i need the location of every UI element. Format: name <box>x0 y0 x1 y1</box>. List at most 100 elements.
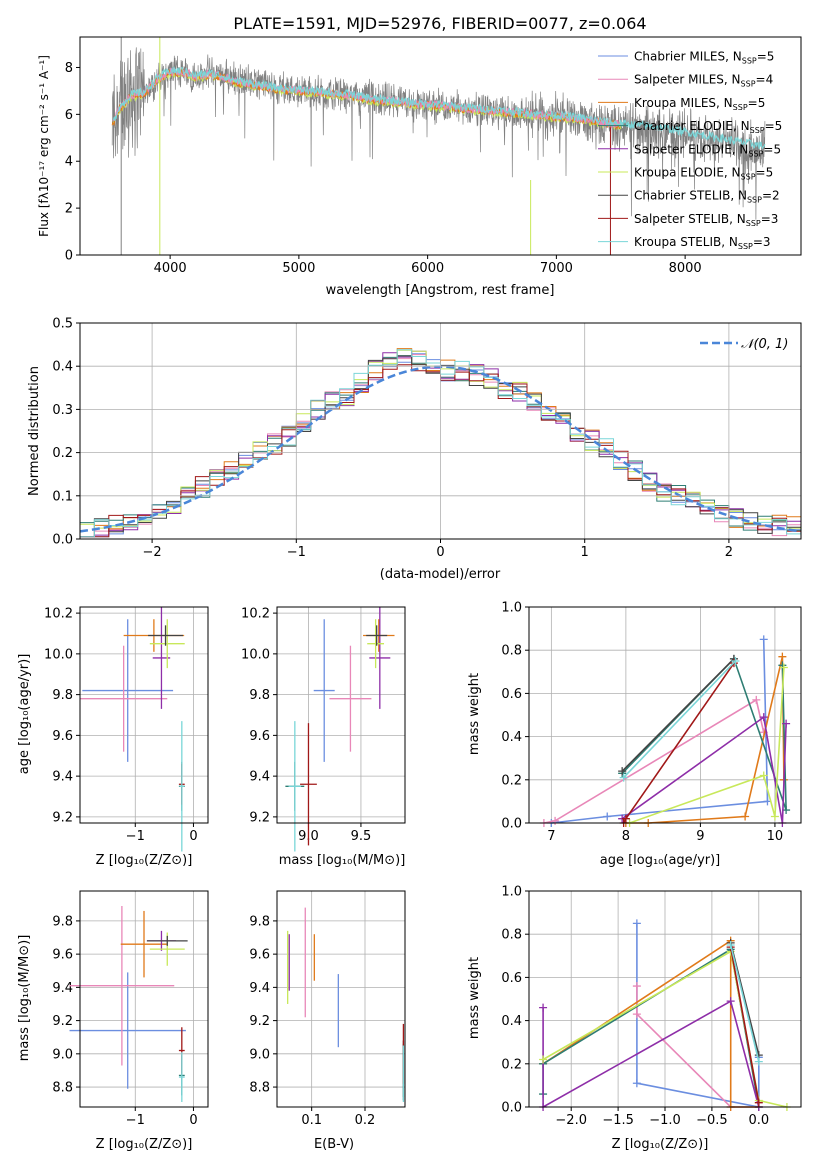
weight-marker <box>782 719 791 728</box>
y-tick-label: 9.4 <box>52 770 73 785</box>
y-tick-label: 4 <box>65 155 73 170</box>
x-tick-label: 1 <box>581 545 589 560</box>
weight-line <box>551 639 769 824</box>
y-tick-label: 0.3 <box>52 403 73 418</box>
axes-frame <box>528 890 802 1108</box>
spectrum-legend: Chabrier MILES, NSSP=5 Salpeter MILES, NS… <box>598 50 782 251</box>
x-tick-label: −2.0 <box>555 1113 587 1128</box>
y-tick-label: 0.2 <box>52 446 73 461</box>
y-tick-label: 1.0 <box>501 885 522 900</box>
y-tick-label: 0.0 <box>52 533 73 548</box>
age-weight-panel: age [log₁₀(age/yr)] mass weight 7 8 9 10 0.0… <box>467 601 802 868</box>
model-spectrum-line <box>113 66 766 150</box>
weight-marker <box>539 1003 548 1012</box>
y-tick-label: 8.8 <box>52 1081 73 1096</box>
z-weight-xlabel: Z [log₁₀(Z/Z⊙)] <box>612 1137 709 1152</box>
weight-line <box>729 947 760 1103</box>
x-tick-label: 9.5 <box>351 829 372 844</box>
x-tick-label: 7 <box>547 829 555 844</box>
y-tick-label: 0.2 <box>501 773 522 788</box>
weight-marker <box>618 767 627 776</box>
x-tick-label: 0.2 <box>355 1113 376 1128</box>
x-tick-label: −1.5 <box>602 1113 634 1128</box>
z-age-panel: Z [log₁₀(Z/Z⊙)] age [log₁₀(age/yr)] −1 0 9… <box>17 606 209 868</box>
weight-marker <box>603 812 612 821</box>
weight-marker <box>778 652 787 661</box>
weight-marker <box>632 1010 641 1019</box>
weight-marker <box>759 635 768 644</box>
spectrum-plot-area <box>111 37 766 255</box>
axes-frame <box>276 890 406 1108</box>
axes-frame <box>79 606 209 824</box>
y-tick-label: 0.4 <box>501 730 522 745</box>
weight-marker <box>726 941 735 949</box>
x-tick-label: 10 <box>767 829 784 844</box>
legend-label: Kroupa STELIB, NSSP=3 <box>634 235 771 251</box>
histogram-panel: −2 −1 0 1 2 0.0 0.1 0.2 0.3 0.4 0.5 (data-model)/e… <box>27 317 802 582</box>
y-tick-label: 8.8 <box>249 1081 270 1096</box>
y-tick-label: 2 <box>65 202 73 217</box>
histogram-xlabel: (data-model)/error <box>380 567 501 582</box>
mass-age-xlabel: mass [log₁₀(M/M⊙)] <box>279 853 406 868</box>
weight-line <box>623 660 736 779</box>
weight-line <box>629 667 785 824</box>
y-tick-label: 0.6 <box>501 687 522 702</box>
y-tick-label: 0.2 <box>501 1057 522 1072</box>
x-tick-label: −2 <box>143 545 162 560</box>
histogram-ticks: −2 −1 0 1 2 0.0 0.1 0.2 0.3 0.4 0.5 <box>52 317 801 560</box>
y-tick-label: 0 <box>65 249 73 264</box>
y-tick-label: 9.6 <box>249 729 270 744</box>
y-tick-label: 9.2 <box>52 810 73 825</box>
y-tick-label: 0.1 <box>52 489 73 504</box>
weight-marker <box>551 816 560 825</box>
x-tick-label: 0.0 <box>748 1113 769 1128</box>
weight-marker <box>632 982 641 991</box>
x-tick-label: 8000 <box>669 261 702 276</box>
weight-marker <box>779 663 788 672</box>
x-tick-label: 4000 <box>154 261 187 276</box>
legend-label: Chabrier MILES, NSSP=5 <box>634 50 774 66</box>
weight-marker <box>754 1057 763 1066</box>
weight-line <box>543 698 765 824</box>
y-tick-label: 10.0 <box>44 647 73 662</box>
z-weight-ylabel: mass weight <box>467 957 482 1039</box>
y-tick-label: 9.2 <box>52 1014 73 1029</box>
y-tick-label: 1.0 <box>501 601 522 616</box>
y-tick-label: 9.6 <box>52 948 73 963</box>
weight-marker <box>726 997 735 1006</box>
y-tick-label: 9.6 <box>249 948 270 963</box>
weight-marker <box>770 812 779 821</box>
spectrum-ticks: 4000 5000 6000 7000 8000 0 2 4 6 8 <box>65 61 702 276</box>
axes-frame <box>276 606 406 824</box>
y-tick-label: 9.6 <box>52 729 73 744</box>
weight-line <box>621 658 735 772</box>
x-tick-label: 9 <box>696 829 704 844</box>
y-tick-label: 0.0 <box>501 1101 522 1116</box>
y-tick-label: 0.5 <box>52 317 73 332</box>
z-age-ylabel: age [log₁₀(age/yr)] <box>17 654 32 775</box>
weight-line <box>621 715 787 824</box>
z-mass-ylabel: mass [log₁₀(M/M⊙)] <box>17 935 32 1062</box>
normal-legend-label: 𝒩(0, 1) <box>741 337 788 352</box>
y-tick-label: 9.4 <box>52 981 73 996</box>
y-tick-label: 9.4 <box>249 981 270 996</box>
x-tick-label: 5000 <box>282 261 315 276</box>
y-tick-label: 0.6 <box>501 971 522 986</box>
x-tick-label: −1 <box>126 829 145 844</box>
weight-line <box>729 944 760 1062</box>
y-tick-label: 9.2 <box>249 810 270 825</box>
x-tick-label: 0 <box>189 1113 197 1128</box>
spectrum-panel: 4000 5000 6000 7000 8000 0 2 4 6 8 wavelength [An… <box>37 36 802 298</box>
y-tick-label: 9.8 <box>52 688 73 703</box>
weight-marker <box>632 919 641 928</box>
legend-label: Kroupa ELODIE, NSSP=5 <box>634 166 773 182</box>
y-tick-label: 6 <box>65 108 73 123</box>
age-weight-ylabel: mass weight <box>467 673 482 755</box>
y-tick-label: 10.2 <box>241 607 270 622</box>
ebv-mass-xlabel: E(B-V) <box>314 1137 354 1152</box>
x-tick-label: −0.5 <box>696 1113 728 1128</box>
weight-marker <box>632 1079 641 1088</box>
weight-marker <box>539 1055 548 1064</box>
histogram-ylabel: Normed distribution <box>27 366 42 496</box>
